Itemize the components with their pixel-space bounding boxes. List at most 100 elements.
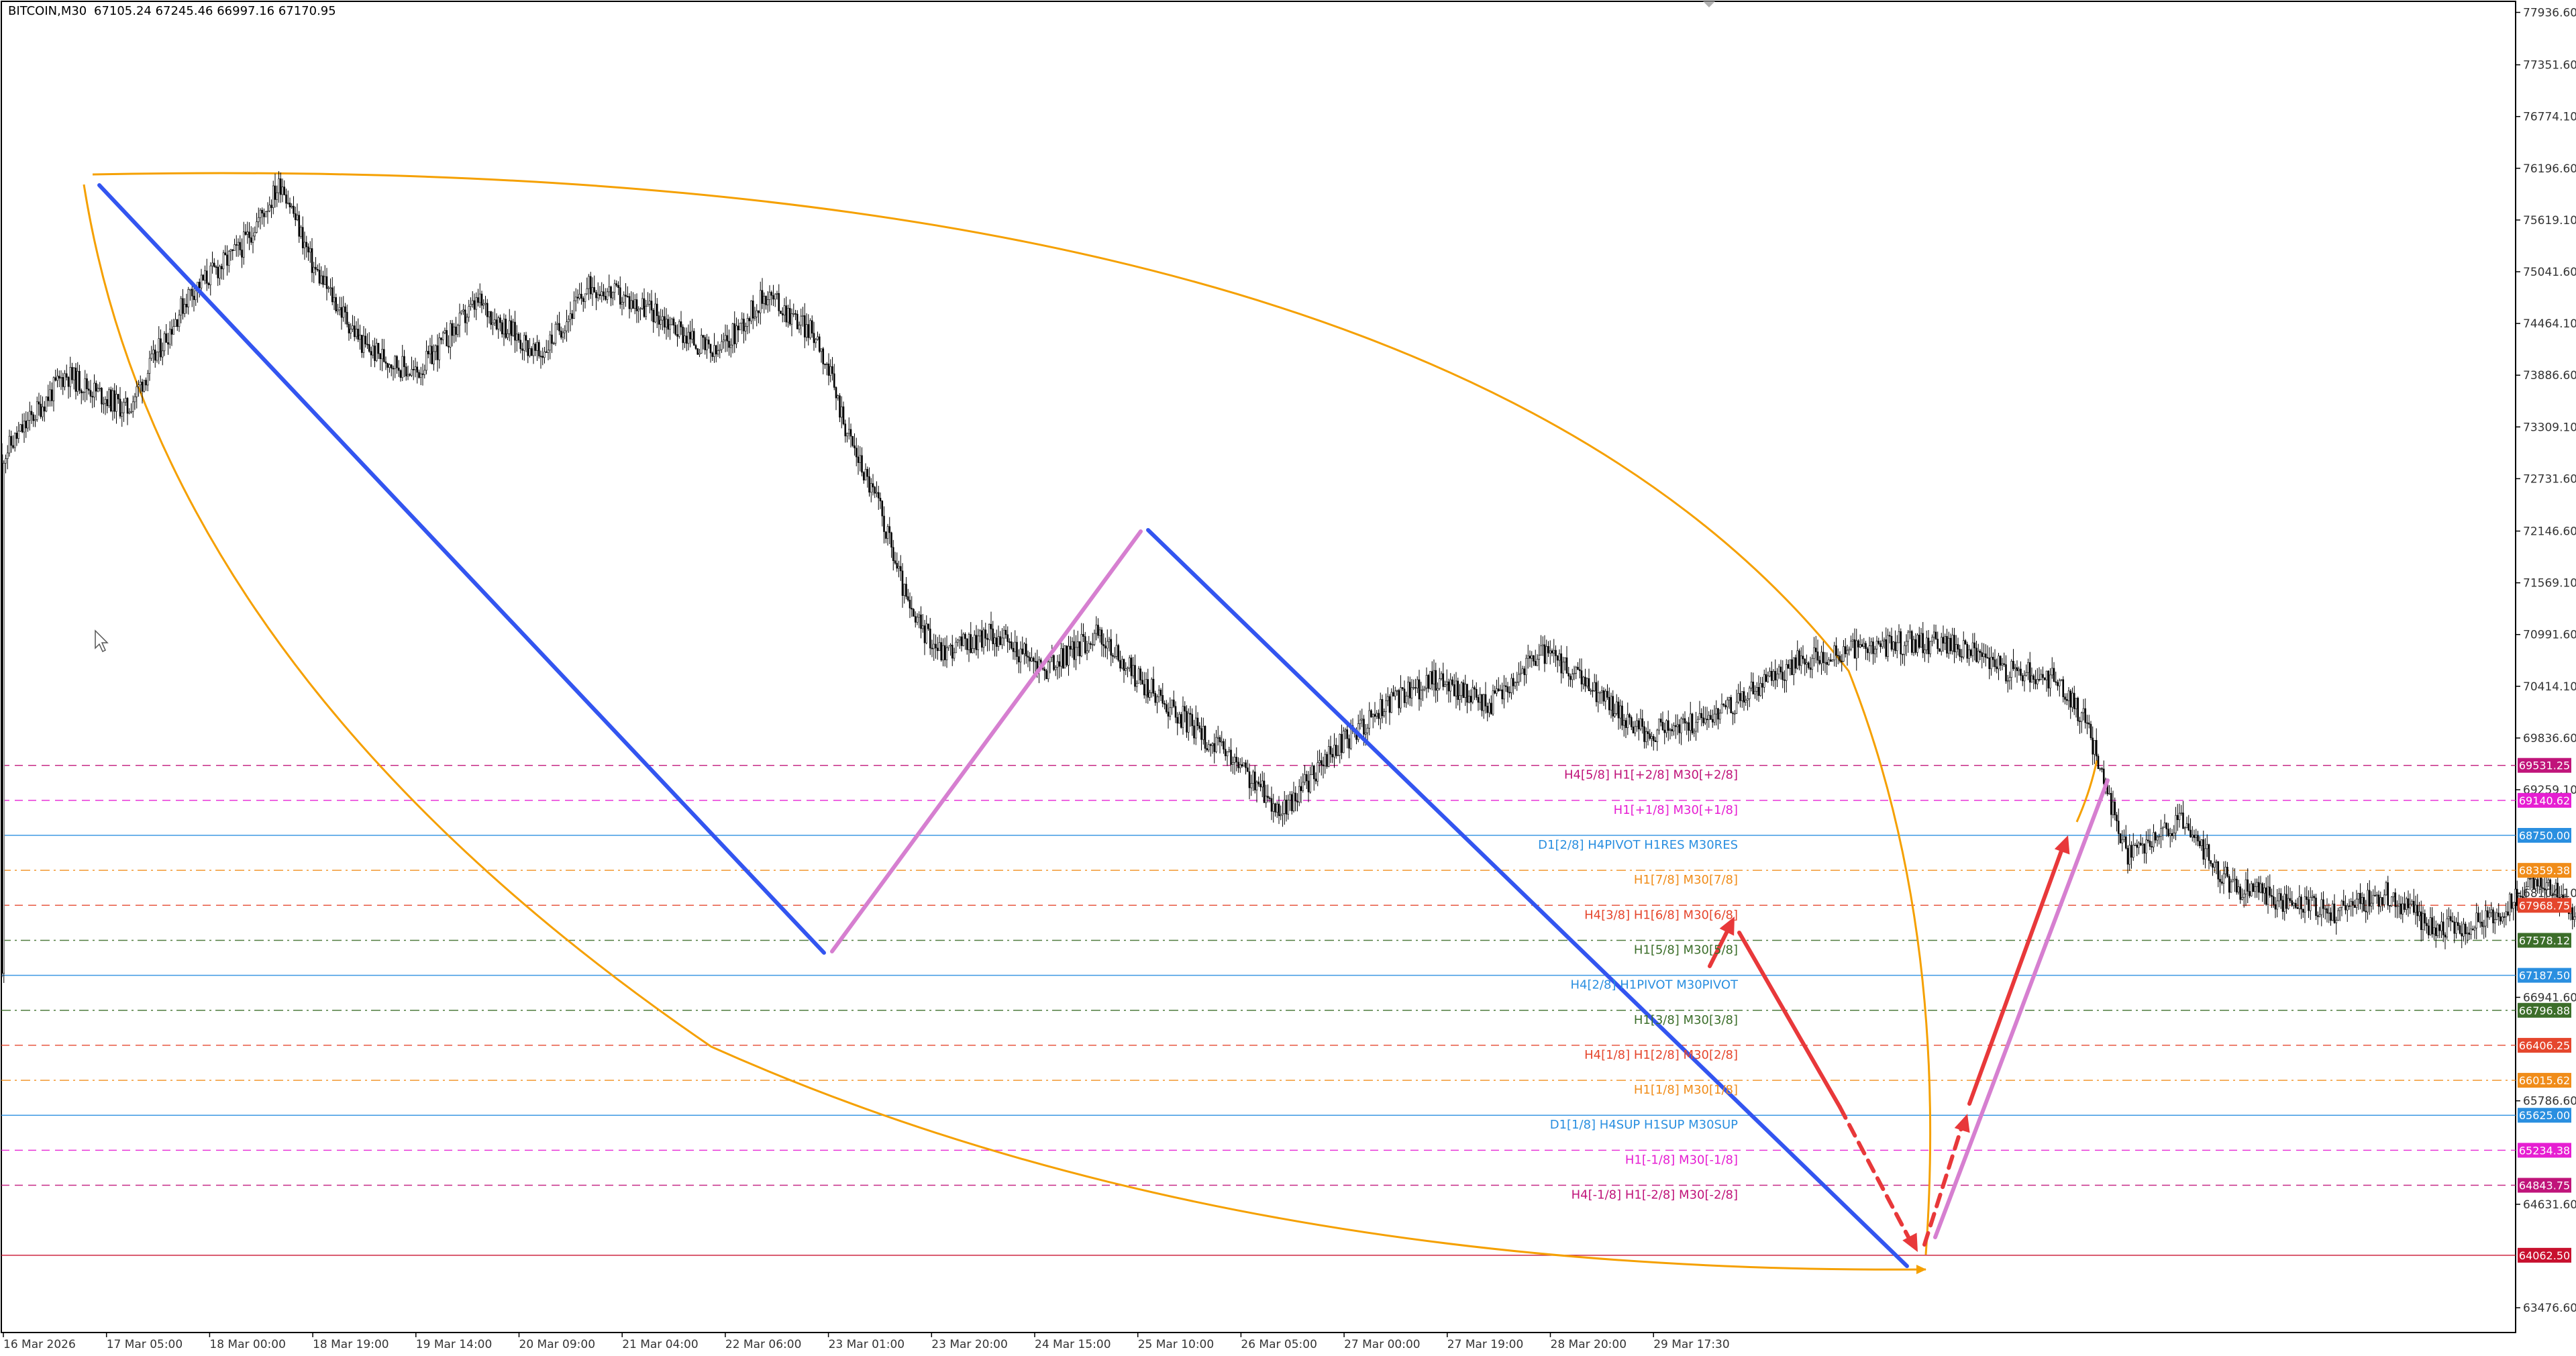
- candle-body: [1944, 636, 1947, 643]
- candle-body: [766, 299, 769, 305]
- candle-body: [303, 242, 306, 248]
- candle-body: [962, 633, 965, 646]
- candle-body: [560, 330, 562, 338]
- candle-body: [1032, 658, 1035, 662]
- candle-body: [1027, 656, 1029, 658]
- candle-body: [241, 250, 243, 258]
- candle-body: [1569, 676, 1572, 680]
- candle-body: [475, 297, 478, 310]
- candle-body: [1208, 744, 1210, 751]
- candle-body: [839, 395, 841, 418]
- candle-body: [519, 340, 522, 350]
- candle-body: [1521, 668, 1524, 674]
- candle-body: [554, 323, 557, 344]
- candle-body: [1673, 725, 1675, 731]
- candle-body: [1466, 684, 1468, 703]
- candle-body: [1108, 639, 1111, 642]
- candle-body: [1267, 796, 1269, 798]
- candle-body: [1835, 645, 1837, 656]
- candle-body: [1981, 652, 1983, 658]
- candle-body: [1890, 635, 1893, 650]
- candle-body: [724, 335, 727, 341]
- candle-body: [471, 300, 474, 305]
- candle-body: [2173, 833, 2175, 836]
- candle-body: [1261, 780, 1264, 788]
- candle-body: [569, 313, 572, 320]
- candle-body: [763, 296, 766, 304]
- candle-body: [619, 287, 621, 305]
- candle-body: [1143, 684, 1145, 696]
- candle-body: [1964, 640, 1967, 645]
- candle-body: [669, 324, 671, 330]
- candle-body: [1165, 704, 1168, 713]
- candle-body: [1691, 713, 1694, 733]
- candle-body: [1851, 639, 1854, 641]
- candle-body: [1865, 643, 1867, 649]
- candle-body: [2311, 896, 2314, 898]
- candle-body: [40, 403, 42, 417]
- candle-body: [74, 367, 77, 392]
- candle-body: [643, 298, 646, 317]
- candle-body: [2486, 910, 2489, 918]
- candle-body: [36, 401, 38, 420]
- candle-body: [658, 315, 660, 325]
- candle-body: [466, 317, 468, 323]
- candle-body: [152, 350, 154, 354]
- candle-body: [254, 232, 256, 237]
- candle-body: [1661, 722, 1664, 731]
- candle-body: [517, 333, 520, 341]
- candle-body: [10, 435, 13, 446]
- candle-body: [914, 616, 917, 623]
- candle-body: [761, 290, 764, 304]
- candle-body: [1501, 689, 1504, 700]
- candle-body: [313, 266, 315, 273]
- candle-body: [462, 309, 464, 311]
- candle-body: [1157, 689, 1160, 697]
- candle-body: [1307, 780, 1310, 792]
- candle-body: [833, 373, 835, 388]
- candle-body: [776, 293, 778, 295]
- candle-body: [756, 310, 758, 317]
- candle-body: [2409, 904, 2412, 908]
- candle-body: [556, 323, 559, 325]
- candle-body: [1187, 713, 1190, 733]
- candle-body: [1796, 650, 1799, 669]
- candle-body: [50, 389, 53, 401]
- candle-body: [1896, 642, 1898, 651]
- candle-body: [2084, 708, 2087, 723]
- candle-body: [67, 377, 70, 387]
- candle-body: [1680, 718, 1682, 733]
- candle-body: [300, 227, 302, 237]
- candle-body: [460, 311, 463, 313]
- candle-body: [633, 299, 636, 309]
- candle-body: [2392, 892, 2395, 898]
- candle-body: [473, 300, 476, 310]
- candle-body: [187, 289, 190, 307]
- candle-body: [1172, 699, 1175, 707]
- candle-body: [2014, 667, 2016, 670]
- candle-body: [635, 299, 638, 311]
- candle-body: [264, 211, 267, 217]
- candle-body: [783, 305, 786, 315]
- candle-body: [25, 421, 28, 429]
- candle-body: [1339, 733, 1341, 755]
- candle-body: [95, 382, 97, 392]
- candle-body: [1512, 678, 1514, 686]
- candle-body: [957, 639, 959, 643]
- candle-body: [252, 236, 254, 243]
- candle-body: [2475, 912, 2478, 929]
- candle-body: [1824, 662, 1826, 664]
- candle-body: [1879, 643, 1882, 647]
- candle-body: [697, 348, 699, 355]
- candle-body: [890, 532, 892, 548]
- candle-body: [2021, 675, 2024, 682]
- candle-body: [1326, 753, 1328, 767]
- candle-body: [154, 350, 156, 361]
- candle-body: [1983, 654, 1985, 658]
- candle-body: [1706, 719, 1708, 721]
- candle-body: [409, 374, 411, 376]
- candle-body: [2036, 679, 2039, 684]
- candle-body: [958, 636, 961, 641]
- candle-body: [2414, 904, 2417, 913]
